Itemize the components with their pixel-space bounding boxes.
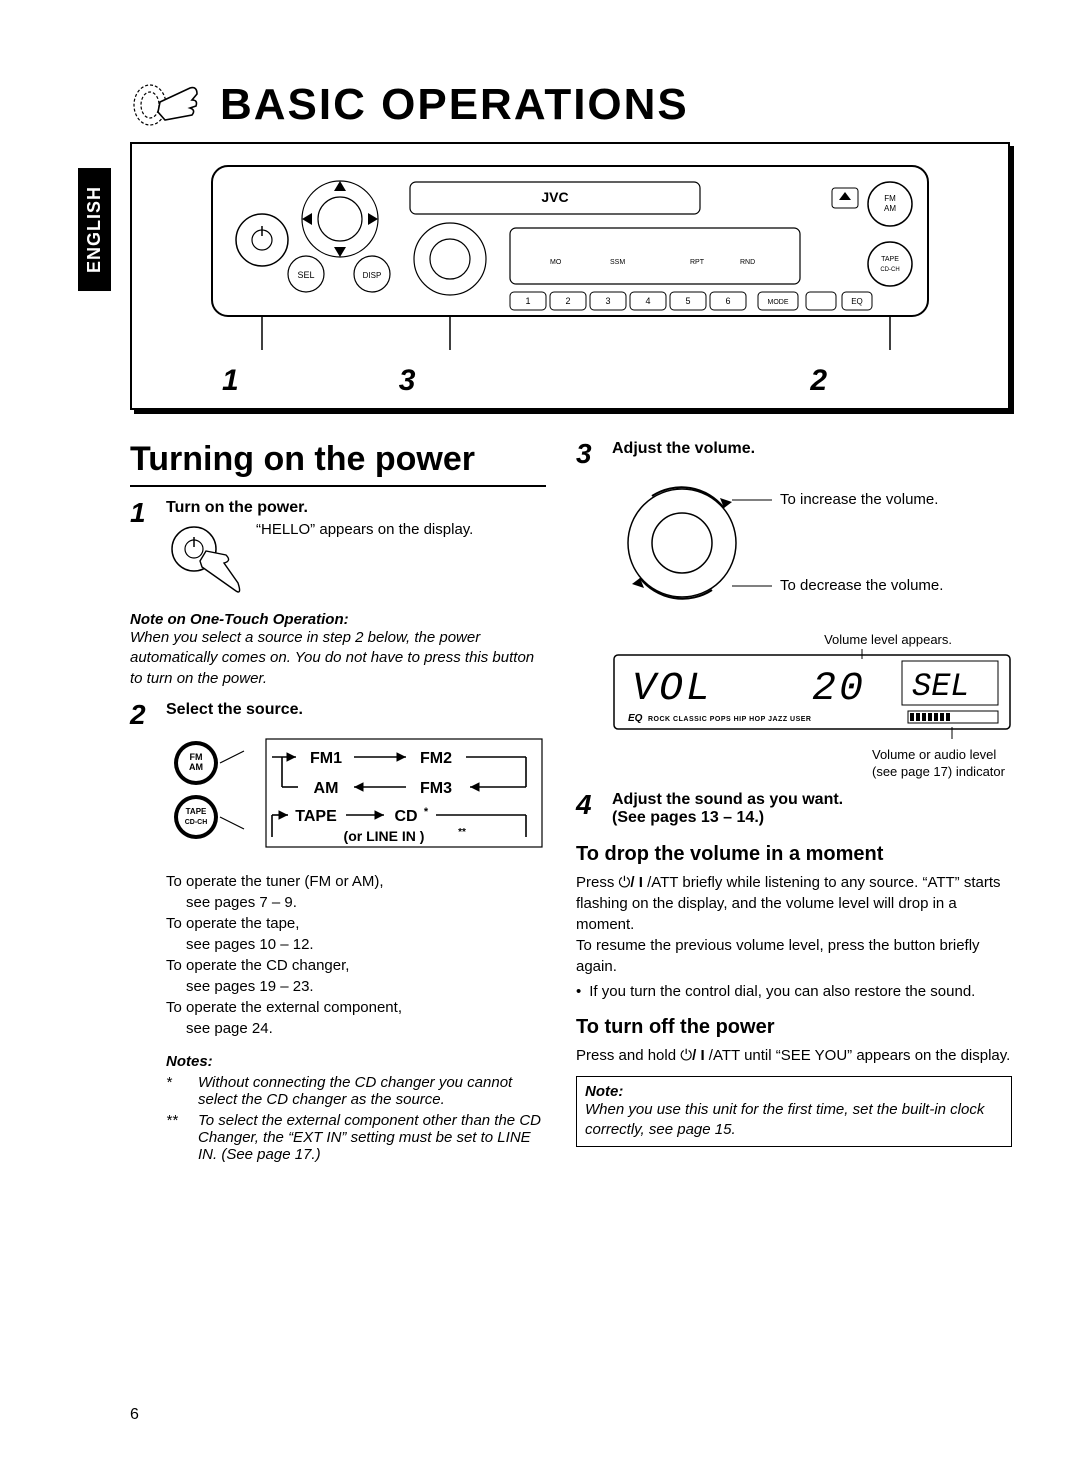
language-tab: ENGLISH bbox=[78, 168, 111, 291]
svg-text:ROCK CLASSIC POPS HIP HOP: ROCK CLASSIC POPS HIP HOP JAZZ USER bbox=[648, 716, 812, 723]
svg-text:RPT: RPT bbox=[690, 259, 705, 266]
step-2: 2 Select the source. FM AM TAPE CD-CH FM… bbox=[130, 701, 546, 1163]
svg-text:TAPE: TAPE bbox=[295, 808, 337, 825]
svg-text:CD: CD bbox=[394, 808, 417, 825]
power-button-icon bbox=[166, 521, 246, 601]
svg-text:*: * bbox=[424, 806, 429, 818]
source-flow-diagram: FM AM TAPE CD-CH FM1 FM2 AM FM3 TAPE CD bbox=[166, 733, 546, 853]
step-3-num: 3 bbox=[576, 440, 602, 781]
head-unit-figure: SEL DISP JVC MO SSM RPT RND 1 2 3 4 5 6 … bbox=[130, 142, 1010, 410]
svg-text:3: 3 bbox=[605, 296, 610, 306]
drop-volume-body: Press ⏻/ I /ATT briefly while listening … bbox=[576, 872, 1012, 977]
svg-text:VOL: VOL bbox=[632, 667, 713, 712]
notes-list: *Without connecting the CD changer you c… bbox=[166, 1074, 546, 1163]
callout-3: 3 bbox=[399, 364, 416, 398]
svg-text:SEL: SEL bbox=[912, 668, 970, 705]
svg-text:MODE: MODE bbox=[768, 299, 789, 306]
step-4-head: Adjust the sound as you want. bbox=[612, 791, 843, 808]
note-box-body: When you use this unit for the first tim… bbox=[585, 1101, 984, 1138]
svg-text:6: 6 bbox=[725, 296, 730, 306]
svg-text:CD-CH: CD-CH bbox=[185, 819, 208, 826]
svg-text:4: 4 bbox=[645, 296, 650, 306]
step-4-sub: (See pages 13 – 14.) bbox=[612, 809, 764, 826]
turn-off-title: To turn off the power bbox=[576, 1016, 1012, 1039]
step-1-text: “HELLO” appears on the display. bbox=[256, 521, 473, 538]
step-1-num: 1 bbox=[130, 499, 156, 601]
svg-text:RND: RND bbox=[740, 259, 755, 266]
display-panel: VOL 20 SEL EQ ROCK CLASSIC POPS HIP HOP … bbox=[612, 649, 1012, 739]
svg-text:AM: AM bbox=[884, 204, 896, 213]
svg-text:EQ: EQ bbox=[851, 297, 863, 306]
right-column: 3 Adjust the volume. To increase the vol… bbox=[576, 440, 1012, 1173]
svg-text:20: 20 bbox=[812, 667, 866, 712]
step-3: 3 Adjust the volume. To increase the vol… bbox=[576, 440, 1012, 781]
svg-text:1: 1 bbox=[525, 296, 530, 306]
note-box: Note: When you use this unit for the fir… bbox=[576, 1076, 1012, 1148]
svg-text:To decrease the volume.: To decrease the volume. bbox=[780, 577, 943, 594]
page-number: 6 bbox=[130, 1406, 139, 1424]
drop-volume-title: To drop the volume in a moment bbox=[576, 843, 1012, 866]
svg-text:FM1: FM1 bbox=[310, 750, 342, 767]
step-1-head: Turn on the power. bbox=[166, 499, 546, 517]
one-touch-body: When you select a source in step 2 below… bbox=[130, 628, 546, 689]
svg-text:SSM: SSM bbox=[610, 259, 625, 266]
svg-text:EQ: EQ bbox=[628, 713, 643, 724]
operation-list: To operate the tuner (FM or AM), see pag… bbox=[166, 871, 546, 1039]
step-2-head: Select the source. bbox=[166, 701, 546, 719]
power-att-icon: ⏻/ I bbox=[619, 874, 648, 891]
svg-text:SEL: SEL bbox=[297, 270, 314, 280]
callout-2: 2 bbox=[810, 364, 827, 398]
svg-text:**: ** bbox=[458, 827, 466, 838]
step-4-num: 4 bbox=[576, 791, 602, 827]
svg-text:FM3: FM3 bbox=[420, 780, 452, 797]
svg-text:TAPE: TAPE bbox=[186, 807, 207, 816]
turn-off-body: Press and hold ⏻/ I /ATT until “SEE YOU”… bbox=[576, 1045, 1012, 1066]
volume-dial-diagram: To increase the volume. To decrease the … bbox=[612, 468, 1012, 618]
step-4: 4 Adjust the sound as you want. (See pag… bbox=[576, 791, 1012, 827]
one-touch-title: Note on One-Touch Operation: bbox=[130, 611, 546, 628]
svg-text:MO: MO bbox=[550, 259, 562, 266]
step-2-num: 2 bbox=[130, 701, 156, 1163]
vol-appears-caption: Volume level appears. bbox=[612, 632, 1012, 649]
svg-text:FM: FM bbox=[190, 752, 203, 762]
svg-text:To increase the volume.: To increase the volume. bbox=[780, 491, 938, 508]
power-att-icon-2: ⏻/ I bbox=[680, 1047, 709, 1064]
finger-press-icon bbox=[130, 80, 200, 130]
svg-text:FM: FM bbox=[884, 194, 896, 203]
svg-text:TAPE: TAPE bbox=[881, 256, 899, 263]
note-box-head: Note: bbox=[585, 1083, 623, 1100]
svg-text:DISP: DISP bbox=[363, 271, 382, 280]
svg-text:FM2: FM2 bbox=[420, 750, 452, 767]
left-column: Turning on the power 1 Turn on the power… bbox=[130, 440, 546, 1173]
svg-text:5: 5 bbox=[685, 296, 690, 306]
svg-text:AM: AM bbox=[314, 780, 339, 797]
page-header: BASIC OPERATIONS bbox=[130, 80, 1010, 130]
svg-text:(or LINE IN ): (or LINE IN ) bbox=[344, 828, 425, 844]
notes-heading: Notes: bbox=[166, 1053, 546, 1070]
page-title: BASIC OPERATIONS bbox=[220, 80, 689, 130]
svg-text:JVC: JVC bbox=[541, 189, 568, 205]
step-1: 1 Turn on the power. “HELLO” appears on … bbox=[130, 499, 546, 601]
callout-numbers: 1 3 2 bbox=[182, 364, 958, 398]
section-turning-on: Turning on the power bbox=[130, 440, 546, 487]
svg-text:CD-CH: CD-CH bbox=[880, 267, 899, 273]
drop-volume-bullet: If you turn the control dial, you can al… bbox=[576, 983, 1012, 1000]
callout-1: 1 bbox=[222, 364, 239, 398]
svg-text:AM: AM bbox=[189, 762, 203, 772]
step-3-head: Adjust the volume. bbox=[612, 440, 1012, 458]
svg-text:2: 2 bbox=[565, 296, 570, 306]
head-unit-svg: SEL DISP JVC MO SSM RPT RND 1 2 3 4 5 6 … bbox=[210, 164, 930, 354]
vol-indicator-caption: Volume or audio level (see page 17) indi… bbox=[872, 747, 1012, 781]
